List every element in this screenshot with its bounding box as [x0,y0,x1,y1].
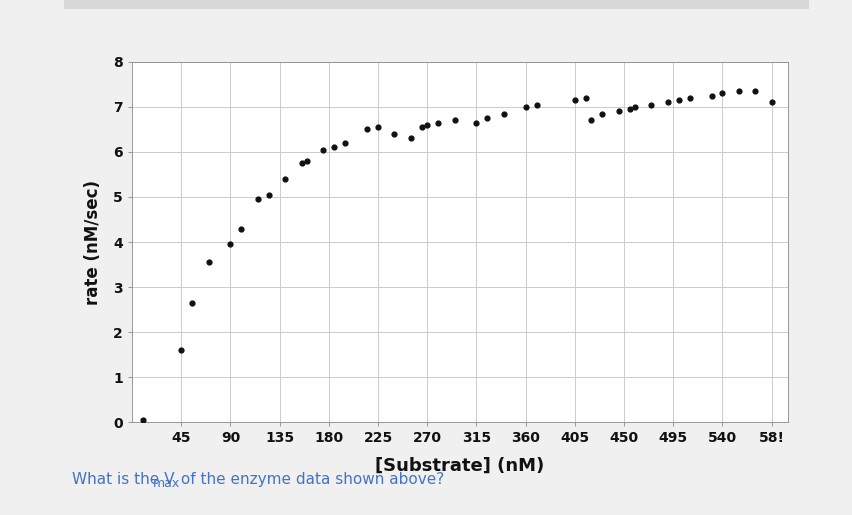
Y-axis label: rate (nM/sec): rate (nM/sec) [84,180,102,304]
Point [645,100,659,109]
Point [420,121,434,129]
Point [628,103,642,111]
Point [530,100,544,109]
Point [584,116,598,125]
Point [251,195,265,203]
Point [519,103,532,111]
FancyBboxPatch shape [64,0,809,9]
Point [388,130,401,138]
Point [481,114,494,122]
Point [568,96,582,104]
Point [279,175,292,183]
Point [234,225,248,233]
Point [262,191,275,199]
Point [596,110,609,118]
Text: max: max [153,477,181,490]
X-axis label: [Substrate] (nM): [Substrate] (nM) [376,456,544,474]
Text: of the enzyme data shown above?: of the enzyme data shown above? [176,472,444,487]
Point [431,118,445,127]
Point [448,116,462,125]
Point [732,87,746,95]
Point [705,92,718,100]
Point [371,123,385,131]
Point [623,105,636,113]
Point [295,159,308,167]
Point [612,107,625,115]
Point [661,98,675,107]
Point [497,110,510,118]
Point [683,94,697,102]
Point [223,240,237,248]
Point [469,118,483,127]
Point [327,143,341,151]
Text: What is the V: What is the V [72,472,175,487]
Point [136,416,150,424]
Point [338,139,352,147]
Point [672,96,686,104]
Point [765,98,779,107]
Point [404,134,417,143]
Point [175,346,188,354]
Point [186,299,199,307]
Point [716,89,729,97]
Point [360,125,374,133]
Point [415,123,429,131]
Point [579,94,593,102]
Point [300,157,314,165]
Point [749,87,763,95]
Point [202,258,216,266]
Point [317,146,331,154]
